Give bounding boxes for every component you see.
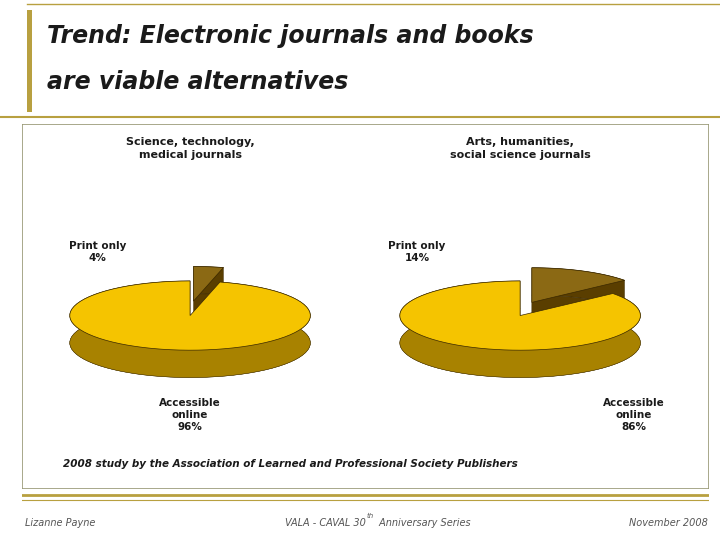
Polygon shape	[194, 266, 223, 295]
Text: Anniversary Series: Anniversary Series	[376, 518, 470, 528]
Text: are viable alternatives: are viable alternatives	[47, 71, 348, 94]
Polygon shape	[400, 308, 640, 377]
Text: VALA - CAVAL 30: VALA - CAVAL 30	[284, 518, 366, 528]
Text: Accessible
online
96%: Accessible online 96%	[159, 397, 221, 433]
Text: November 2008: November 2008	[629, 518, 708, 528]
Polygon shape	[70, 308, 310, 377]
Polygon shape	[70, 281, 310, 350]
Text: Lizanne Payne: Lizanne Payne	[25, 518, 96, 528]
Text: Trend: Electronic journals and books: Trend: Electronic journals and books	[47, 24, 534, 48]
Polygon shape	[400, 281, 640, 350]
Polygon shape	[70, 281, 310, 377]
Text: th: th	[366, 512, 374, 519]
Polygon shape	[194, 294, 223, 328]
Polygon shape	[194, 266, 223, 301]
Text: Print only
4%: Print only 4%	[68, 241, 126, 263]
Polygon shape	[532, 268, 624, 308]
Polygon shape	[400, 281, 640, 377]
Polygon shape	[532, 268, 624, 302]
Text: 2008 study by the Association of Learned and Professional Society Publishers: 2008 study by the Association of Learned…	[63, 458, 518, 469]
Text: Print only
14%: Print only 14%	[388, 241, 446, 263]
Bar	[27, 10, 32, 112]
Text: Arts, humanities,
social science journals: Arts, humanities, social science journal…	[450, 137, 590, 160]
Polygon shape	[532, 295, 624, 330]
Text: Accessible
online
86%: Accessible online 86%	[603, 397, 665, 433]
Text: Science, technology,
medical journals: Science, technology, medical journals	[126, 137, 254, 160]
